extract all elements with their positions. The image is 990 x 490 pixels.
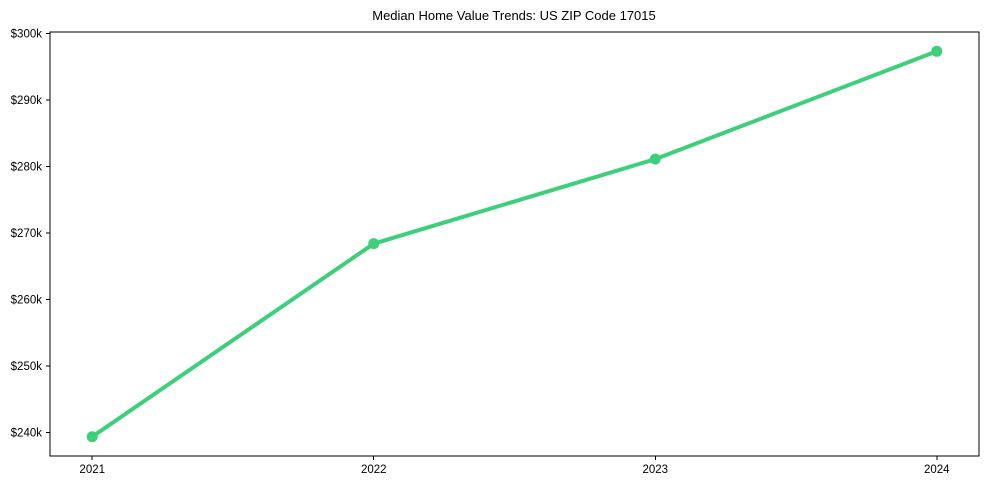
data-line [90, 49, 939, 439]
data-point [368, 238, 380, 250]
chart-title: Median Home Value Trends: US ZIP Code 17… [372, 8, 656, 23]
y-tick-label: $250k [11, 361, 43, 373]
y-tick-label: $290k [11, 95, 43, 107]
data-point [86, 431, 98, 443]
x-tick-label: 2021 [79, 464, 105, 476]
data-point [649, 153, 661, 165]
x-tick-label: 2022 [361, 464, 387, 476]
y-tick-label: $240k [11, 428, 43, 440]
y-tick-label: $270k [11, 228, 43, 240]
y-tick-label: $300k [11, 28, 43, 40]
y-tick-label: $280k [11, 161, 43, 173]
plot-area: $240k $250k $260k $270k $280k $290k $300k 2021 2… [11, 28, 980, 476]
plot-border [49, 31, 980, 457]
data-point [931, 45, 943, 57]
x-tick-label: 2024 [924, 464, 950, 476]
y-tick-label: $260k [11, 295, 43, 307]
x-tick-label: 2023 [642, 464, 668, 476]
